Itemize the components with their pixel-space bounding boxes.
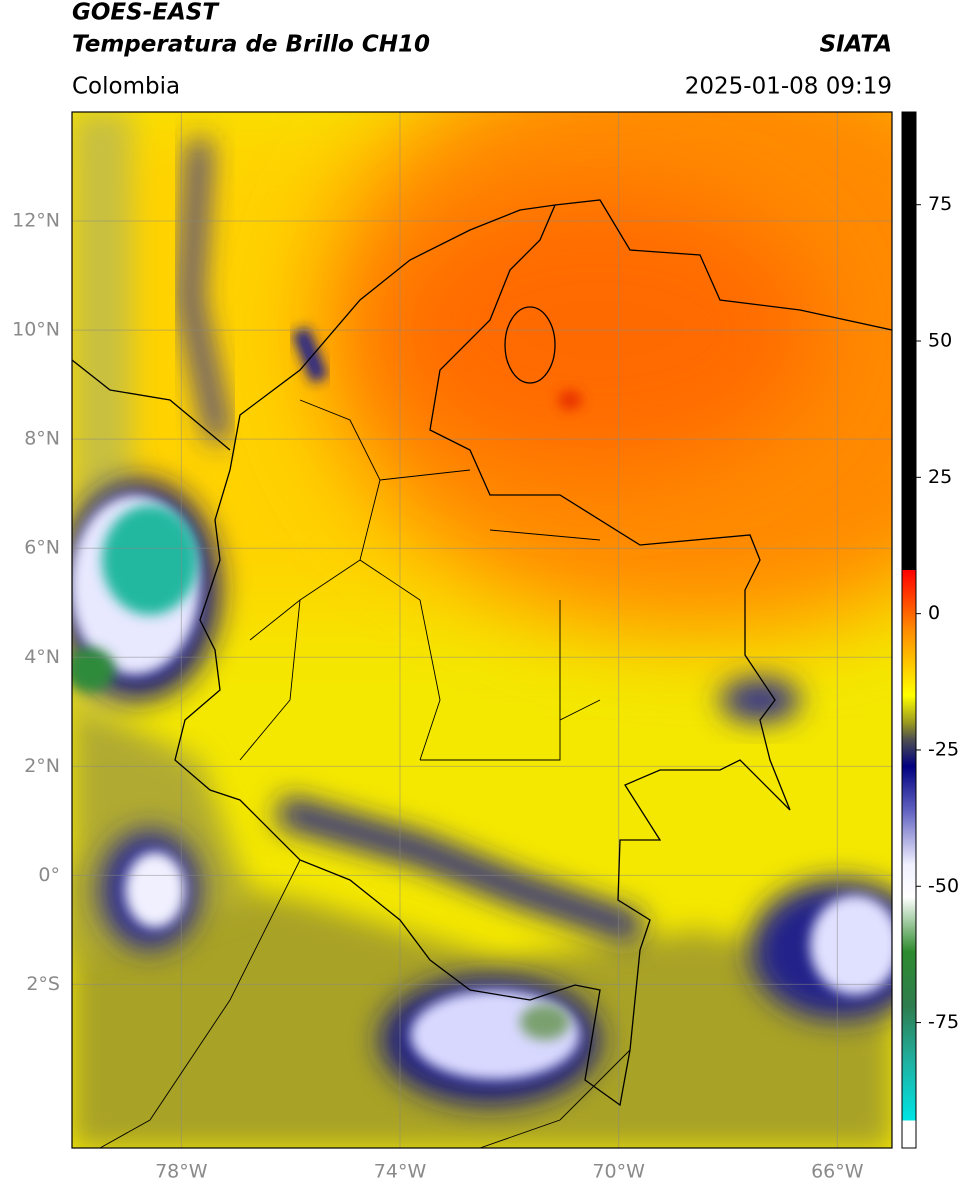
colorbar [901, 111, 917, 1149]
x-tick-label: 74°W [374, 1161, 427, 1183]
colorbar-tick-label: -75 [928, 1011, 959, 1033]
y-tick-label: 4°N [24, 646, 60, 668]
subtitle: Temperatura de Brillo CH10 [72, 32, 430, 58]
y-tick-label: 10°N [12, 319, 60, 341]
y-tick-label: 8°N [24, 428, 60, 450]
y-tick-label: 2°S [26, 973, 60, 995]
y-tick-label: 2°N [24, 755, 60, 777]
graticule [72, 112, 892, 1148]
colorbar-tick-label: 0 [928, 602, 940, 624]
x-tick-label: 78°W [155, 1161, 208, 1183]
y-tick-label: 6°N [24, 537, 60, 559]
colorbar-tick-label: 25 [928, 466, 952, 488]
x-tick-label: 70°W [592, 1161, 645, 1183]
y-tick-label: 0° [38, 864, 60, 886]
y-tick-label: 12°N [12, 210, 60, 232]
colorbar-tick-label: -25 [928, 738, 959, 760]
datetime: 2025-01-08 09:19 [685, 74, 892, 100]
x-tick-label: 66°W [811, 1161, 864, 1183]
map-frame [71, 111, 893, 1149]
source: SIATA [820, 32, 892, 58]
colorbar-tick-label: 75 [928, 193, 952, 215]
title: GOES-EAST [72, 0, 220, 26]
borders [72, 199, 892, 1148]
colorbar-tick-label: -50 [928, 875, 959, 897]
region: Colombia [72, 74, 180, 100]
satellite-image [72, 112, 892, 1148]
colorbar-tick-label: 50 [928, 330, 952, 352]
